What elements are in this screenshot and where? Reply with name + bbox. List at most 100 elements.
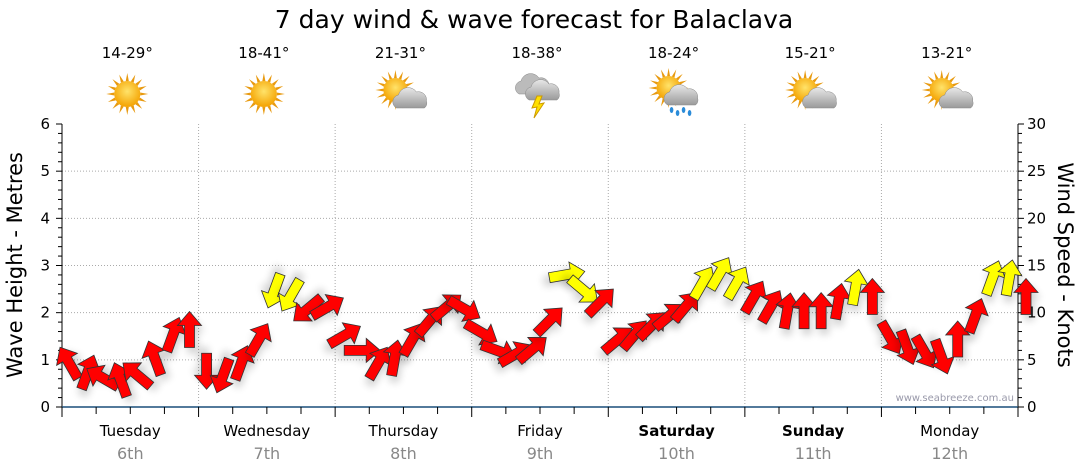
sun-disc	[114, 81, 141, 107]
daily-weather-strip: 14-29° 18-41° 21-31° 18-38° 18-24° 15-21° 13-2…	[102, 44, 974, 119]
sun-ray	[398, 71, 404, 80]
wind-arrow	[122, 362, 161, 392]
wind-arrow	[843, 268, 871, 313]
partly-cloudy-icon	[921, 70, 974, 110]
wind-arrow-body	[1013, 277, 1039, 315]
sun-ray	[244, 85, 253, 91]
wind-arrow	[582, 288, 614, 325]
sun-ray	[650, 91, 659, 96]
temperature-range: 18-41°	[238, 44, 289, 62]
sun-ray	[119, 105, 124, 114]
left-tick-label: 5	[40, 162, 50, 180]
wind-arrow-body	[722, 266, 750, 302]
sun-ray	[675, 73, 683, 81]
left-axis-label: Wave Height - Metres	[3, 152, 27, 378]
sun-ray	[654, 73, 662, 81]
wind-arrow	[161, 316, 187, 360]
sun-ray	[125, 106, 129, 115]
sun-ray	[255, 74, 261, 83]
sun-ray	[654, 95, 662, 103]
sun-ray	[791, 97, 798, 105]
wind-arrow	[925, 333, 955, 375]
day-name-label: Wednesday	[223, 422, 310, 440]
temperature-range: 21-31°	[375, 44, 426, 62]
lightning-bolt	[531, 95, 546, 119]
sun-ray	[650, 80, 659, 85]
day-name-label: Friday	[517, 422, 563, 440]
day-date-label: 12th	[931, 444, 968, 463]
sun-ray	[262, 73, 266, 82]
day-date-label: 11th	[795, 444, 832, 463]
wind-arrow	[859, 277, 888, 321]
sun-ray	[387, 100, 393, 109]
sun-ray	[808, 71, 813, 80]
sun-ray	[375, 88, 384, 92]
wind-arrow	[512, 336, 547, 371]
sun-ray	[791, 75, 798, 83]
wind-arrow	[722, 266, 750, 308]
sun-ray	[815, 82, 824, 87]
left-tick-label: 4	[40, 209, 50, 227]
sun-ray	[271, 102, 279, 109]
sun-ray	[940, 70, 944, 79]
storm-icon	[515, 73, 560, 119]
sun-ray	[130, 74, 136, 83]
sun-ray	[923, 93, 932, 98]
right-tick-label: 0	[1027, 398, 1037, 416]
sun-ray	[138, 85, 147, 91]
wind-arrow	[306, 294, 344, 326]
sun-ray	[107, 85, 116, 91]
temperature-range: 14-29°	[102, 44, 153, 62]
temperature-range: 18-24°	[648, 44, 699, 62]
day-name-label: Saturday	[638, 422, 715, 440]
sun-ray	[107, 97, 116, 103]
watermark: www.seabreeze.com.au	[896, 393, 1014, 404]
wind-arrow-body	[997, 259, 1023, 297]
wind-arrows	[56, 257, 1041, 403]
wind-arrow	[531, 307, 563, 344]
sun-ray	[275, 85, 284, 91]
wind-arrow	[964, 298, 989, 341]
sun-ray	[679, 80, 688, 85]
day-name-label: Monday	[920, 422, 979, 440]
chart-title: 7 day wind & wave forecast for Balaclava	[275, 5, 793, 34]
sun-ray	[405, 82, 414, 87]
sun-ray	[244, 97, 253, 103]
wind-arrow	[1013, 277, 1041, 321]
temperature-range: 18-38°	[511, 44, 562, 62]
right-tick-label: 20	[1027, 209, 1046, 227]
sun-ray	[387, 71, 393, 80]
wind-arrow-body	[808, 292, 835, 330]
wind-arrow	[323, 322, 361, 355]
sun-ray	[138, 97, 147, 103]
wind-arrow	[338, 337, 381, 366]
cloud	[525, 79, 560, 101]
sun-ray	[106, 92, 115, 96]
sun-ray	[785, 88, 794, 92]
wind-arrow-body	[176, 310, 203, 348]
rain-drop	[675, 110, 680, 116]
cloud	[663, 84, 699, 106]
left-tick-label: 6	[40, 115, 50, 133]
sun-ray	[242, 92, 251, 96]
sun-ray	[786, 93, 795, 98]
sun-ray	[249, 79, 256, 86]
right-tick-label: 30	[1027, 115, 1046, 133]
cloud	[392, 87, 428, 109]
sun-ray	[267, 105, 272, 114]
left-tick-label: 1	[40, 351, 50, 369]
sun-ray	[803, 70, 807, 79]
sun-ray	[797, 71, 802, 80]
wind-arrow-body	[566, 274, 598, 303]
day-date-label: 8th	[390, 444, 417, 463]
right-tick-label: 25	[1027, 162, 1046, 180]
left-tick-label: 0	[40, 398, 50, 416]
right-tick-label: 15	[1027, 257, 1046, 275]
wind-arrow-body	[244, 323, 272, 358]
sun-ray	[376, 82, 385, 87]
wind-arrow-body	[964, 298, 989, 335]
left-tick-label: 2	[40, 304, 50, 322]
sun-ray	[119, 74, 124, 83]
day-date-label: 9th	[527, 444, 554, 463]
